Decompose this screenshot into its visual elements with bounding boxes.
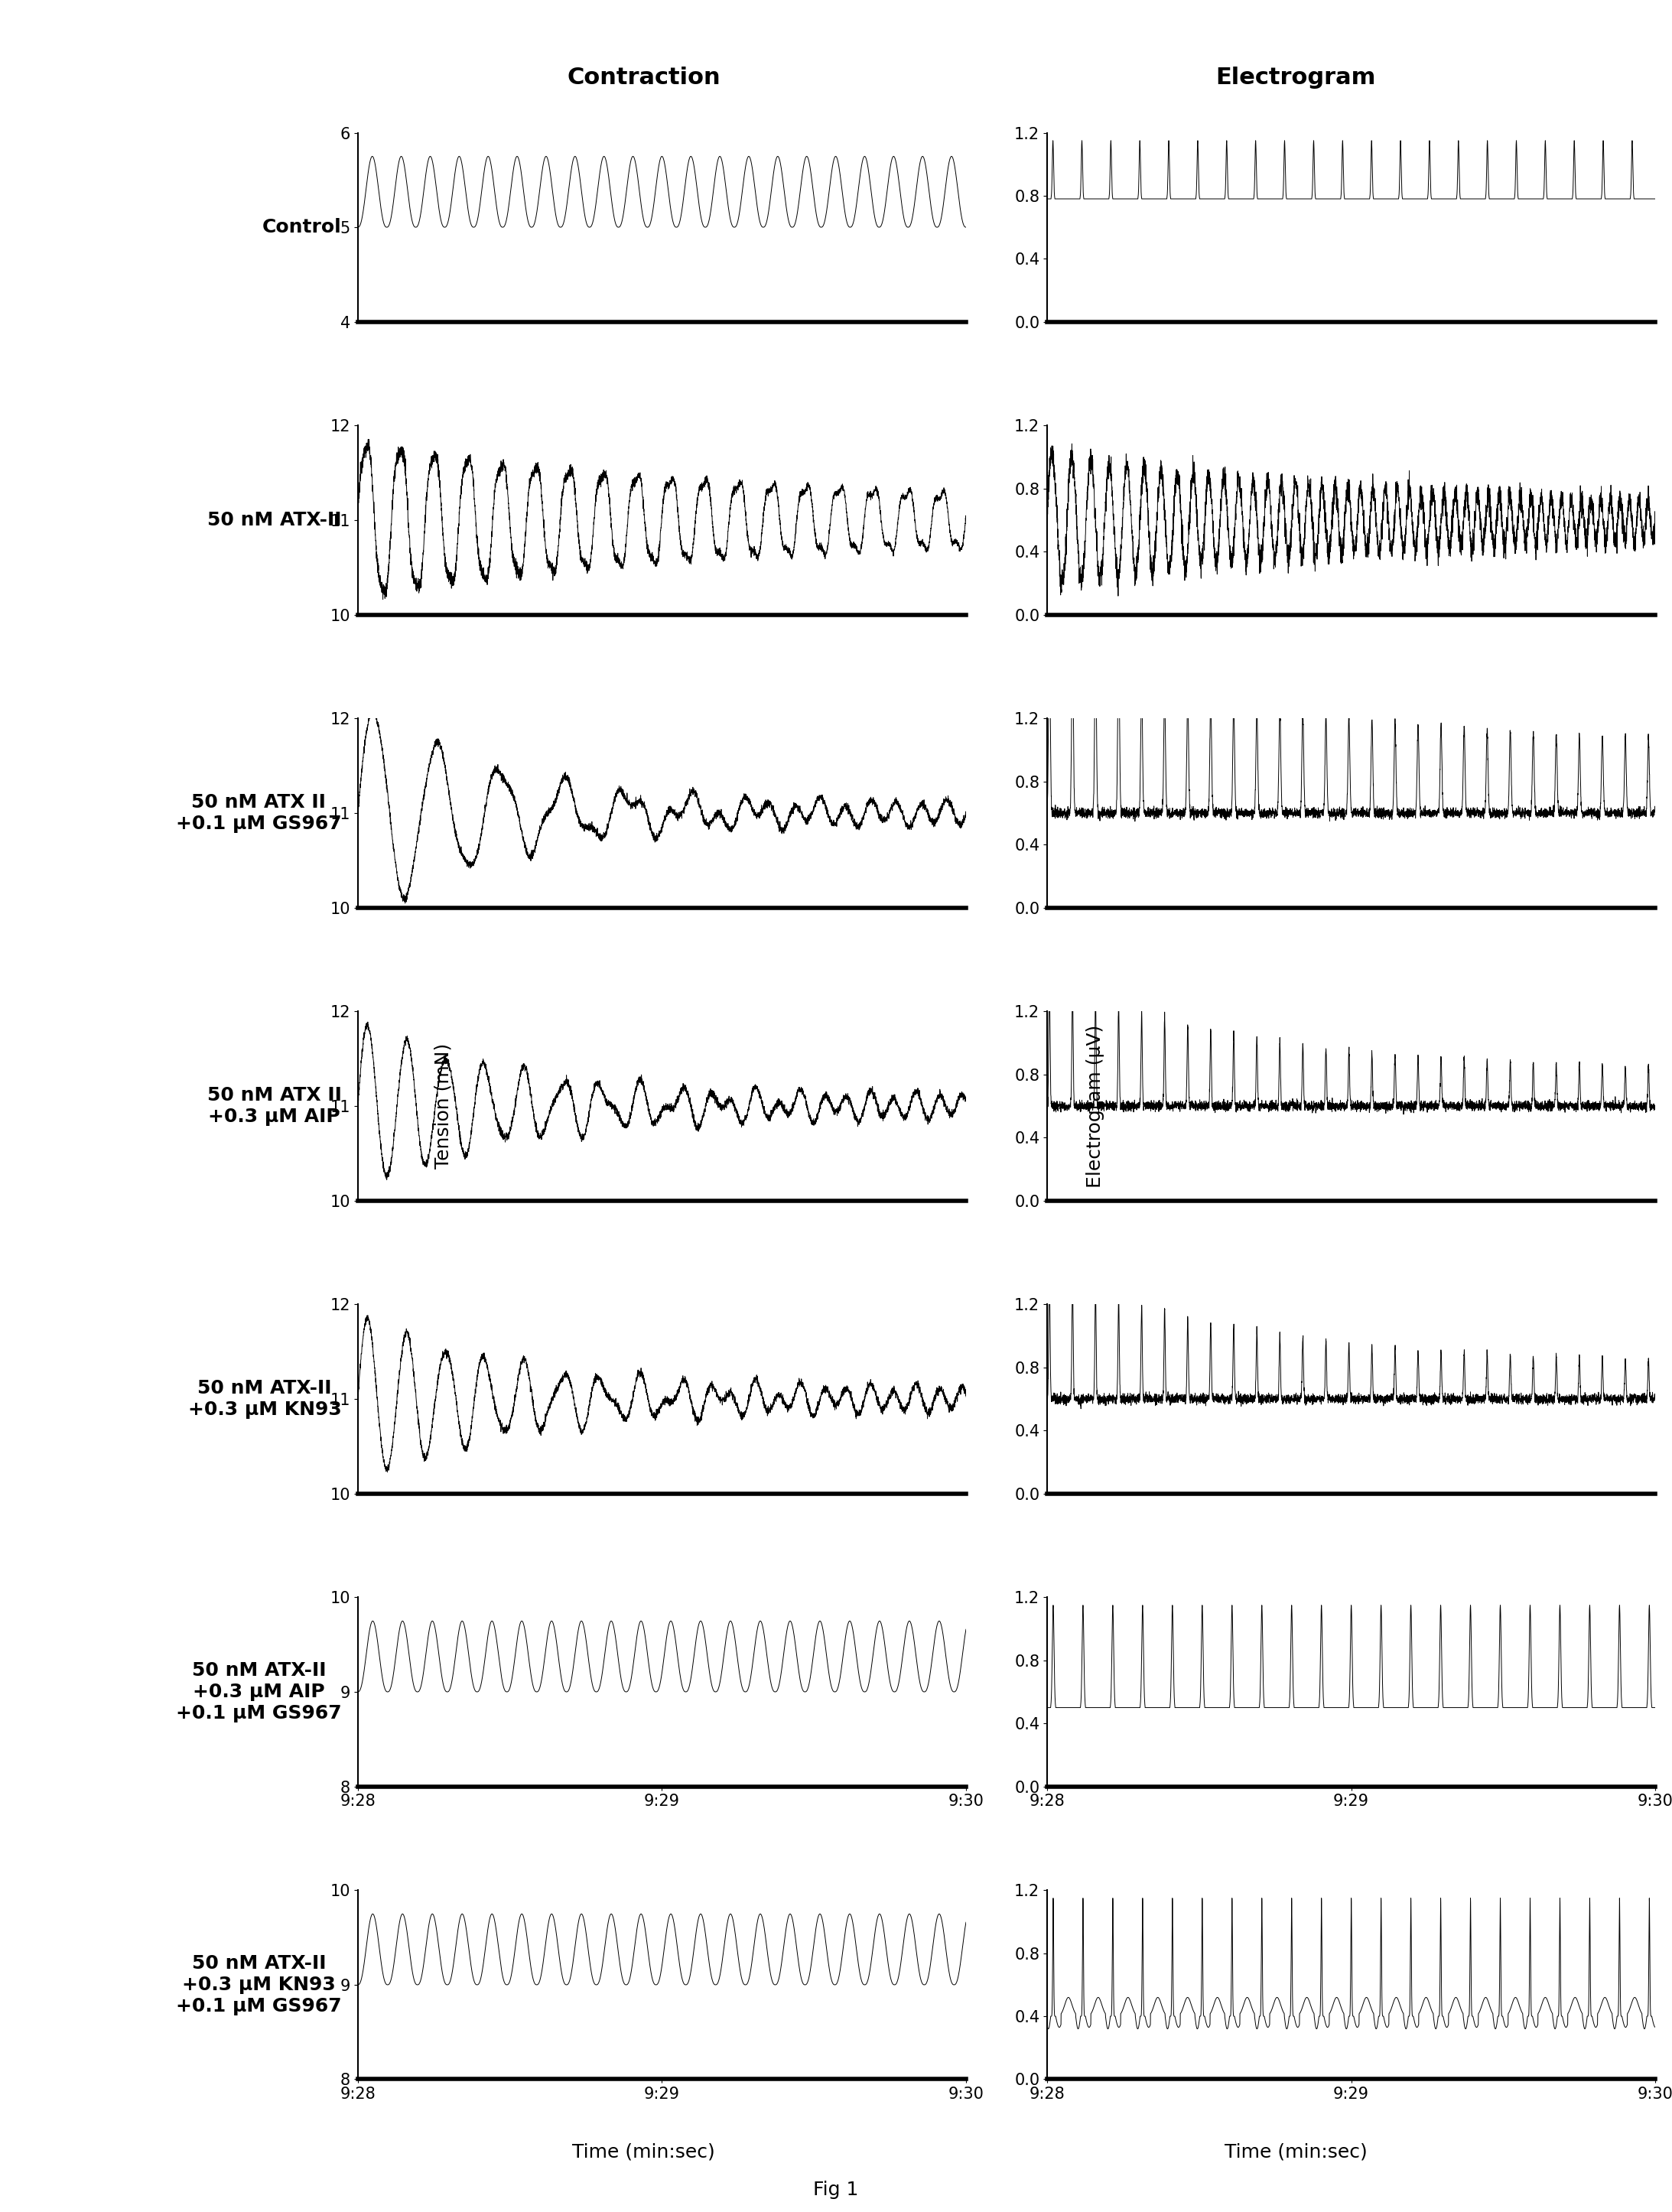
Text: 50 nM ATX-II: 50 nM ATX-II (207, 511, 341, 529)
Text: Tension (mN): Tension (mN) (435, 1044, 451, 1168)
Text: 50 nM ATX-II
+0.3 μM KN93: 50 nM ATX-II +0.3 μM KN93 (187, 1378, 341, 1418)
Text: Fig 1: Fig 1 (813, 2181, 859, 2199)
Text: 50 nM ATX II
+0.3 μM AIP: 50 nM ATX II +0.3 μM AIP (207, 1086, 341, 1126)
Text: Contraction: Contraction (567, 66, 721, 88)
Text: Electrogram: Electrogram (1216, 66, 1376, 88)
Text: 50 nM ATX-II
+0.3 μM KN93
+0.1 μM GS967: 50 nM ATX-II +0.3 μM KN93 +0.1 μM GS967 (176, 1955, 341, 2015)
Text: Electrogram (μV): Electrogram (μV) (1087, 1024, 1104, 1188)
Text: 50 nM ATX II
+0.1 μM GS967: 50 nM ATX II +0.1 μM GS967 (176, 794, 341, 834)
Text: Time (min:sec): Time (min:sec) (1224, 2143, 1368, 2161)
Text: Control: Control (263, 219, 341, 237)
Text: 50 nM ATX-II
+0.3 μM AIP
+0.1 μM GS967: 50 nM ATX-II +0.3 μM AIP +0.1 μM GS967 (176, 1661, 341, 1723)
Text: Time (min:sec): Time (min:sec) (572, 2143, 716, 2161)
